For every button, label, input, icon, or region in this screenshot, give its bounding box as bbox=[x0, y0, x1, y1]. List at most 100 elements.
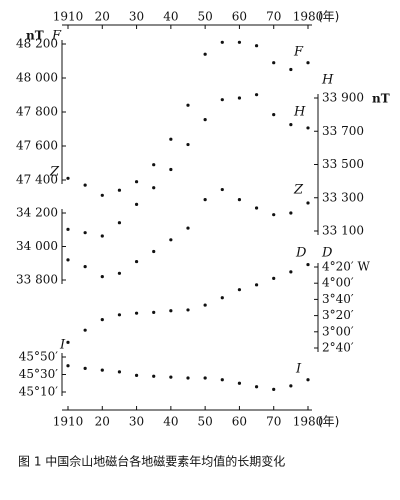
data-point bbox=[306, 126, 310, 130]
series-label: F bbox=[293, 45, 304, 60]
x-tick-label: 50 bbox=[198, 10, 213, 24]
y-tick-label: 47 800 bbox=[16, 105, 58, 119]
x-tick-label: 50 bbox=[198, 415, 213, 429]
data-point bbox=[203, 303, 207, 307]
data-point bbox=[220, 40, 224, 44]
data-point bbox=[134, 373, 139, 377]
data-point bbox=[237, 288, 242, 292]
data-point bbox=[83, 265, 87, 269]
data-point bbox=[100, 234, 104, 238]
x-tick-label: 40 bbox=[163, 415, 178, 429]
data-point bbox=[272, 387, 276, 391]
data-point bbox=[117, 313, 122, 317]
data-point bbox=[289, 123, 293, 127]
x-tick-label: 30 bbox=[129, 10, 144, 24]
data-point bbox=[289, 270, 293, 274]
y-tick-label: 48 200 bbox=[16, 37, 58, 51]
data-point bbox=[117, 188, 122, 192]
axis-letter: Z bbox=[49, 165, 60, 180]
data-point bbox=[254, 44, 259, 48]
y-tick-label: 33 100 bbox=[322, 224, 364, 238]
y-tick-label: 2°40′ bbox=[322, 341, 354, 355]
unit-label-right: nT bbox=[372, 92, 390, 106]
series-label: I bbox=[295, 362, 302, 377]
data-point bbox=[237, 40, 242, 44]
y-tick-label: 33 900 bbox=[322, 91, 364, 105]
x-tick-label: 1910 bbox=[53, 10, 84, 24]
data-point bbox=[169, 375, 173, 379]
y-tick-label: 34 000 bbox=[16, 239, 58, 253]
y-tick-label: 3°20′ bbox=[322, 308, 354, 322]
data-point bbox=[169, 309, 173, 313]
x-tick-label: 60 bbox=[232, 10, 247, 24]
caption: 图 1 中国佘山地磁台各地磁要素年均值的长期变化 bbox=[18, 454, 285, 469]
data-point bbox=[306, 61, 310, 65]
data-point bbox=[134, 311, 139, 315]
data-point bbox=[152, 374, 156, 378]
data-point bbox=[152, 163, 156, 167]
y-tick-label: 3°00′ bbox=[322, 324, 354, 338]
data-point bbox=[66, 364, 70, 368]
data-point bbox=[220, 378, 224, 382]
data-point bbox=[272, 213, 276, 217]
data-point bbox=[237, 96, 242, 100]
data-point bbox=[100, 318, 104, 322]
data-point bbox=[272, 61, 276, 65]
data-point bbox=[186, 376, 190, 380]
series-label: D bbox=[295, 246, 307, 261]
unit-label-left: nT bbox=[26, 29, 44, 43]
x-tick-label: 20 bbox=[95, 415, 110, 429]
x-tick-label: 1980 bbox=[293, 415, 324, 429]
data-point bbox=[169, 167, 173, 172]
data-point bbox=[272, 113, 276, 117]
data-point bbox=[66, 227, 70, 231]
data-point bbox=[117, 271, 122, 275]
data-point bbox=[66, 340, 70, 344]
data-point bbox=[289, 384, 293, 388]
data-point bbox=[237, 381, 242, 385]
y-tick-label: 33 800 bbox=[16, 273, 58, 287]
axis-letter: H bbox=[321, 73, 334, 88]
data-point bbox=[83, 366, 87, 370]
data-point bbox=[272, 276, 276, 280]
data-point bbox=[254, 385, 259, 389]
data-point bbox=[254, 283, 259, 287]
data-point bbox=[152, 310, 156, 314]
data-point bbox=[100, 368, 104, 372]
data-point bbox=[254, 93, 259, 97]
data-point bbox=[220, 98, 224, 102]
data-point bbox=[289, 211, 293, 215]
data-point bbox=[83, 231, 87, 235]
y-tick-label: 33 700 bbox=[322, 124, 364, 138]
x-unit-bottom: (年) bbox=[318, 415, 339, 429]
data-point bbox=[134, 180, 139, 184]
x-tick-label: 40 bbox=[163, 10, 178, 24]
data-point bbox=[203, 376, 207, 380]
x-tick-label: 60 bbox=[232, 415, 247, 429]
data-point bbox=[117, 370, 122, 374]
y-tick-label: 45°30′ bbox=[19, 367, 59, 381]
data-point bbox=[100, 193, 104, 197]
data-point bbox=[237, 198, 242, 202]
data-point bbox=[306, 201, 310, 205]
data-point bbox=[83, 183, 87, 187]
y-tick-label: 33 500 bbox=[322, 157, 364, 171]
data-point bbox=[186, 103, 190, 107]
data-point bbox=[306, 262, 310, 267]
x-tick-label: 70 bbox=[266, 10, 281, 24]
data-point bbox=[306, 378, 310, 382]
y-tick-label: 48 000 bbox=[16, 71, 58, 85]
data-point bbox=[186, 142, 190, 147]
data-point bbox=[152, 249, 156, 254]
data-point bbox=[289, 67, 293, 72]
y-tick-label: 3°40′ bbox=[322, 292, 354, 306]
y-tick-label: 33 300 bbox=[322, 190, 364, 204]
x-tick-label: 1910 bbox=[53, 415, 84, 429]
data-point bbox=[66, 258, 70, 262]
axis-letter: D bbox=[321, 246, 333, 261]
data-point bbox=[169, 238, 173, 242]
data-point bbox=[83, 328, 87, 332]
data-point bbox=[169, 137, 173, 141]
y-tick-label: 4°00′ bbox=[322, 276, 354, 290]
data-point bbox=[254, 206, 259, 210]
